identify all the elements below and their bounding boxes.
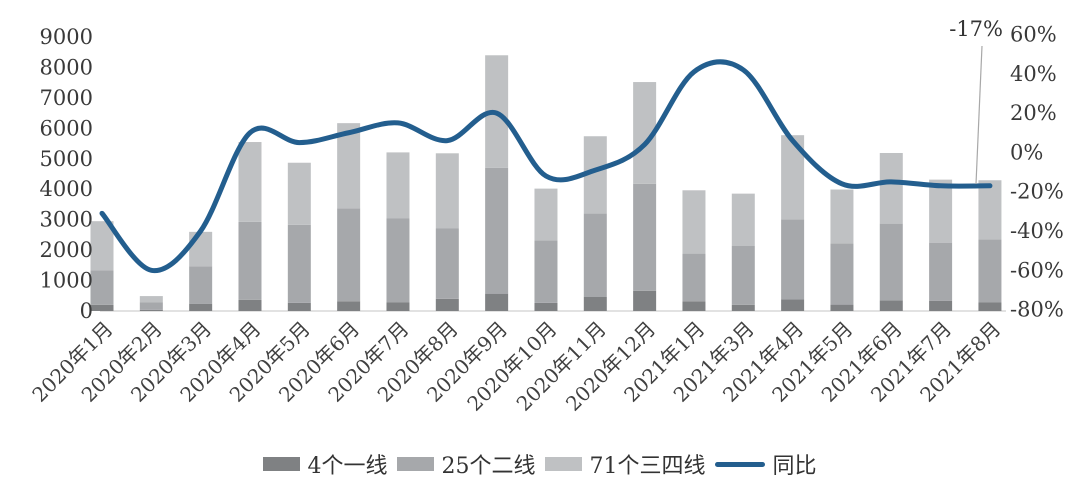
right-axis-tick-label: -40%: [1010, 219, 1064, 243]
bar-segment-71个三四线-2020年11月: [583, 136, 607, 214]
bar-segment-4个一线-2021年8月: [978, 302, 1002, 311]
yoy-line-swatch: [715, 461, 766, 467]
left-axis-tick-label: 9000: [40, 25, 93, 49]
bar-segment-71个三四线-2020年1月: [90, 221, 114, 271]
bar-segment-71个三四线-2020年8月: [435, 153, 459, 229]
legend-label-tier1: 4个一线: [307, 454, 388, 479]
yoy-line-group: [99, 59, 993, 273]
bar-segment-4个一线-2020年4月: [238, 299, 262, 311]
bar-segment-4个一线-2021年1月: [682, 301, 706, 311]
bar-segment-71个三四线-2020年2月: [139, 296, 163, 303]
bar-segment-71个三四线-2020年12月: [633, 82, 657, 184]
tier1-swatch: [263, 457, 301, 471]
bar-segment-25个二线-2020年6月: [337, 208, 361, 302]
bar-segment-25个二线-2020年7月: [386, 218, 410, 303]
annotation-callout-line: [975, 45, 983, 185]
right-axis-ticks: -80% -60% -40% -20% 0% 20% 40% 60%: [1010, 23, 1064, 322]
left-axis-tick-label: 4000: [40, 177, 93, 201]
left-axis-tick-label: 1000: [40, 269, 93, 293]
bar-segment-4个一线-2020年10月: [534, 302, 558, 311]
bar-segment-25个二线-2020年5月: [287, 224, 311, 303]
bar-segment-71个三四线-2021年6月: [879, 152, 903, 224]
bar-segment-4个一线-2021年4月: [781, 299, 805, 311]
bar-segment-4个一线-2020年7月: [386, 302, 410, 311]
bar-segment-71个三四线-2020年7月: [386, 152, 410, 219]
bar-segment-4个一线-2021年6月: [879, 300, 903, 311]
bar-segment-25个二线-2020年11月: [583, 213, 607, 297]
bar-segment-4个一线-2020年1月: [90, 304, 114, 311]
bar-segment-4个一线-2020年2月: [139, 309, 163, 311]
right-axis-tick-label: -60%: [1010, 258, 1064, 282]
bar-segment-25个二线-2021年4月: [781, 219, 805, 300]
bar-segment-71个三四线-2021年5月: [830, 189, 854, 244]
bar-segment-25个二线-2021年1月: [682, 253, 706, 302]
bar-segment-71个三四线-2020年3月: [189, 231, 213, 267]
bar-segment-25个二线-2020年2月: [139, 302, 163, 310]
legend: 4个一线 25个二线 71个三四线 同比: [0, 446, 1080, 482]
legend-item-yoy: 同比: [715, 448, 817, 480]
bar-segment-4个一线-2020年5月: [287, 302, 311, 311]
legend-item-tier1: 4个一线: [263, 448, 387, 480]
tier2-swatch: [397, 457, 435, 471]
right-axis-tick-label: 60%: [1010, 23, 1057, 47]
bar-segment-25个二线-2020年9月: [485, 167, 509, 294]
bar-segment-4个一线-2021年7月: [929, 300, 953, 311]
left-axis-tick-label: 2000: [40, 238, 93, 262]
right-axis-tick-label: -20%: [1010, 180, 1064, 204]
bar-segment-25个二线-2020年3月: [189, 266, 213, 304]
left-axis-tick-label: 7000: [40, 86, 93, 110]
bar-segment-71个三四线-2020年6月: [337, 123, 361, 209]
left-axis-tick-label: 5000: [40, 147, 93, 171]
line-end-annotation: -17%: [949, 17, 1003, 41]
bar-segment-71个三四线-2021年7月: [929, 179, 953, 243]
bar-segment-4个一线-2020年12月: [633, 290, 657, 311]
bar-segment-4个一线-2020年11月: [583, 296, 607, 311]
left-axis-tick-label: 6000: [40, 116, 93, 140]
tier34-swatch: [545, 457, 583, 471]
left-axis-tick-label: 0: [80, 299, 93, 323]
legend-label-yoy: 同比: [772, 454, 817, 479]
legend-item-tier34: 71个三四线: [545, 448, 705, 480]
bar-segment-25个二线-2020年4月: [238, 221, 262, 300]
bar-segment-25个二线-2021年8月: [978, 239, 1002, 303]
legend-label-tier34: 71个三四线: [589, 454, 706, 479]
right-axis-tick-label: 40%: [1010, 62, 1057, 86]
bar-segment-71个三四线-2020年4月: [238, 142, 262, 222]
stacked-bars-group: [90, 55, 1002, 311]
bar-segment-4个一线-2020年6月: [337, 301, 361, 311]
right-axis-tick-label: 20%: [1010, 101, 1057, 125]
bar-segment-25个二线-2020年12月: [633, 183, 657, 291]
bar-segment-71个三四线-2021年8月: [978, 180, 1002, 240]
bar-segment-25个二线-2021年3月: [731, 246, 755, 305]
bar-segment-71个三四线-2020年10月: [534, 188, 558, 241]
bar-segment-71个三四线-2021年4月: [781, 135, 805, 220]
bar-segment-25个二线-2020年8月: [435, 228, 459, 299]
bar-segment-71个三四线-2021年1月: [682, 190, 706, 254]
left-axis-tick-label: 3000: [40, 208, 93, 232]
left-axis-tick-label: 8000: [40, 55, 93, 79]
x-axis-labels: 2020年1月2020年2月2020年3月2020年4月2020年5月2020年…: [27, 317, 1005, 416]
bar-segment-71个三四线-2020年5月: [287, 162, 311, 225]
bar-segment-4个一线-2021年3月: [731, 304, 755, 311]
bar-segment-25个二线-2021年6月: [879, 223, 903, 301]
bar-segment-25个二线-2020年10月: [534, 240, 558, 303]
legend-label-tier2: 25个二线: [441, 454, 536, 479]
bar-segment-25个二线-2020年1月: [90, 270, 114, 305]
left-axis-ticks: 0 1000 2000 3000 4000 5000 6000 7000 8000 9000: [40, 25, 93, 323]
yoy-line: [99, 59, 993, 273]
bar-segment-4个一线-2021年5月: [830, 304, 854, 311]
bar-segment-25个二线-2021年7月: [929, 242, 953, 301]
bar-segment-4个一线-2020年9月: [485, 293, 509, 311]
legend-item-tier2: 25个二线: [397, 448, 535, 480]
bar-segment-4个一线-2020年8月: [435, 298, 459, 311]
right-axis-tick-label: -80%: [1010, 298, 1064, 322]
bar-segment-71个三四线-2021年3月: [731, 193, 755, 247]
bar-segment-4个一线-2020年3月: [189, 303, 213, 311]
annotation-callout-line: [975, 45, 983, 185]
right-axis-tick-label: 0%: [1010, 140, 1043, 164]
bar-segment-25个二线-2021年5月: [830, 243, 854, 305]
